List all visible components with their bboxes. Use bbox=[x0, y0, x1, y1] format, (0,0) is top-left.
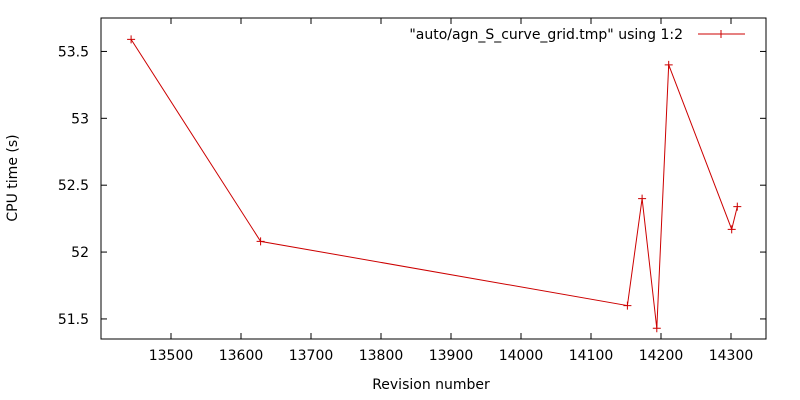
legend-label: "auto/agn_S_curve_grid.tmp" using 1:2 bbox=[409, 27, 683, 43]
x-axis-ticks: 13500 13600 13700 13800 13900 14000 14100 14200… bbox=[149, 18, 754, 364]
data-point-marker bbox=[256, 237, 265, 246]
data-point-marker bbox=[733, 202, 742, 211]
series-layer bbox=[127, 35, 742, 333]
x-tick-label: 14100 bbox=[569, 348, 614, 364]
y-axis-label: CPU time (s) bbox=[5, 134, 21, 221]
y-tick-label: 53 bbox=[71, 111, 89, 127]
y-axis-ticks: 51.5 52 52.5 53 53.5 bbox=[58, 44, 766, 328]
x-tick-label: 13500 bbox=[149, 348, 194, 364]
plot-frame bbox=[100, 17, 767, 340]
data-point-marker bbox=[664, 60, 673, 69]
data-point-marker bbox=[127, 35, 136, 44]
y-tick-label: 52 bbox=[71, 245, 89, 261]
x-tick-label: 14200 bbox=[639, 348, 684, 364]
legend: "auto/agn_S_curve_grid.tmp" using 1:2 bbox=[409, 27, 745, 43]
x-tick-label: 14300 bbox=[709, 348, 754, 364]
series-line bbox=[130, 39, 738, 329]
y-tick-label: 51.5 bbox=[58, 312, 89, 328]
data-point-marker bbox=[623, 301, 632, 310]
data-point-marker bbox=[652, 324, 661, 333]
data-point-marker bbox=[727, 225, 736, 234]
x-tick-label: 14000 bbox=[499, 348, 544, 364]
x-tick-label: 13800 bbox=[359, 348, 404, 364]
y-tick-label: 53.5 bbox=[58, 44, 89, 60]
x-axis-label: Revision number bbox=[372, 377, 490, 393]
x-tick-label: 13900 bbox=[429, 348, 474, 364]
y-tick-label: 52.5 bbox=[58, 178, 89, 194]
x-tick-label: 13600 bbox=[219, 348, 264, 364]
legend-marker bbox=[717, 30, 725, 38]
data-point-marker bbox=[638, 194, 647, 203]
x-tick-label: 13700 bbox=[289, 348, 334, 364]
